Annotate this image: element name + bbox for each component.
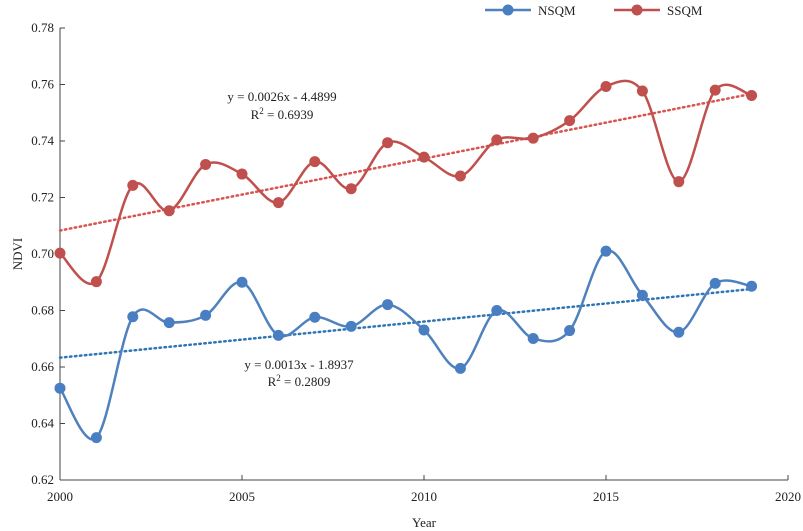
data-point-nsqm [746,280,758,292]
data-point-nsqm [673,326,685,338]
y-tick-label: 0.68 [31,303,54,318]
x-axis-ticks: 2000 2005 2010 2015 2020 [47,475,801,504]
nsqm-r2-value: = 0.2809 [281,374,331,389]
data-point-nsqm [564,325,576,337]
legend-item-nsqm: NSQM [485,3,576,18]
y-tick-label: 0.78 [31,20,54,35]
data-point-ssqm [382,137,394,149]
x-tick-label: 2015 [593,489,619,504]
legend-marker-nsqm [502,4,514,16]
nsqm-trend-annotation: y = 0.0013x - 1.8937 R2 = 0.2809 [244,357,354,389]
y-tick-label: 0.64 [31,416,54,431]
data-point-nsqm [236,276,248,288]
y-tick-label: 0.62 [31,472,54,487]
ssqm-r2-sup: 2 [259,106,264,116]
series-points [54,80,758,444]
ssqm-trend-annotation: y = 0.0026x - 4.4899 R2 = 0.6939 [227,89,336,122]
nsqm-r2-sup: 2 [276,373,281,383]
x-tick-label: 2010 [411,489,437,504]
legend: NSQM SSQM [485,3,703,18]
trendlines [58,92,753,359]
data-point-ssqm [746,90,758,102]
y-tick-label: 0.70 [31,246,54,261]
data-point-nsqm [491,305,503,316]
data-point-ssqm [163,205,175,217]
data-point-nsqm [600,245,612,257]
data-point-ssqm [709,84,721,96]
data-point-nsqm [200,309,212,321]
ssqm-trend-r2: R2 = 0.6939 [251,106,314,122]
data-point-nsqm [127,311,139,323]
legend-marker-ssqm [631,4,643,16]
data-point-ssqm [345,183,357,195]
y-tick-label: 0.72 [31,190,54,205]
series-line-nsqm [58,249,752,441]
y-tick-label: 0.66 [31,359,54,374]
data-point-ssqm [527,132,539,144]
data-point-nsqm [54,382,66,394]
data-point-nsqm [345,320,357,332]
data-point-nsqm [382,299,394,311]
legend-item-ssqm: SSQM [614,3,703,18]
x-axis-title: Year [412,515,437,530]
data-point-nsqm [90,432,102,444]
data-point-nsqm [709,277,721,289]
nsqm-trend-equation: y = 0.0013x - 1.8937 [244,357,354,372]
data-point-ssqm [272,197,284,209]
data-point-ssqm [600,80,612,92]
legend-label-ssqm: SSQM [667,3,703,18]
data-point-nsqm [418,324,430,336]
ssqm-r2-value: = 0.6939 [264,107,314,122]
data-point-ssqm [309,156,321,168]
data-point-ssqm [200,158,212,170]
ssqm-r2-label: R [251,107,260,122]
data-point-ssqm [636,85,648,97]
y-axis-ticks: 0.62 0.64 0.66 0.68 0.70 0.72 0.74 0.76 0.78 [31,20,65,487]
data-point-ssqm [236,168,248,180]
x-tick-label: 2005 [229,489,255,504]
data-point-ssqm [127,179,139,191]
nsqm-trend-r2: R2 = 0.2809 [268,373,331,389]
legend-label-nsqm: NSQM [538,3,576,18]
nsqm-r2-label: R [268,374,277,389]
data-point-ssqm [491,134,503,146]
data-point-nsqm [636,289,648,301]
trendline-nsqm [58,287,753,359]
data-point-nsqm [527,332,539,344]
series-line-ssqm [59,79,753,286]
ssqm-trend-equation: y = 0.0026x - 4.4899 [227,89,336,104]
y-axis-title: NDVI [10,238,25,271]
data-point-ssqm [454,170,466,182]
y-tick-label: 0.76 [31,77,54,92]
data-point-nsqm [454,362,466,374]
data-point-ssqm [673,176,685,188]
x-tick-label: 2000 [47,489,73,504]
plot-area [59,28,788,481]
data-point-nsqm [309,311,321,323]
data-point-nsqm [163,317,175,329]
y-tick-label: 0.74 [31,133,54,148]
x-tick-label: 2020 [775,489,801,504]
series-lines [58,79,753,441]
data-point-ssqm [564,115,576,127]
data-point-ssqm [54,247,66,259]
data-point-ssqm [90,276,102,288]
data-point-nsqm [272,329,284,341]
data-point-ssqm [418,151,430,163]
